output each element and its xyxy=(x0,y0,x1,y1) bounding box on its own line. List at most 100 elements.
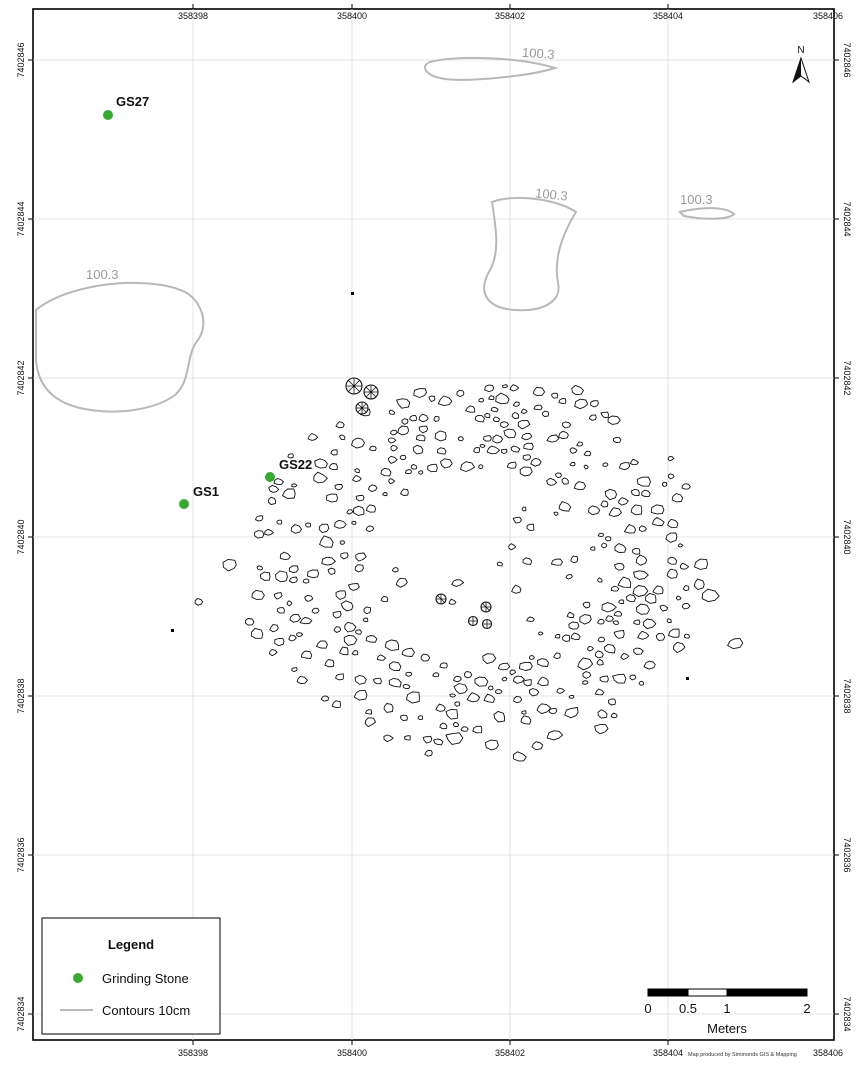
y-tick-label: 7402846 xyxy=(842,42,852,77)
stone-outline xyxy=(406,672,412,676)
legend-title: Legend xyxy=(108,937,154,952)
stone-outline xyxy=(450,694,456,697)
grinding-stone-label: GS22 xyxy=(279,457,312,472)
x-tick-label: 358400 xyxy=(337,11,367,21)
stone-outline xyxy=(383,493,387,496)
scale-bar-unit: Meters xyxy=(707,1021,747,1036)
y-tick-label: 7402844 xyxy=(16,201,26,236)
stone-outline xyxy=(405,470,411,474)
stone-outline xyxy=(292,668,297,672)
stone-outline xyxy=(457,390,464,396)
stone-outline xyxy=(485,740,498,750)
stone-outline xyxy=(663,482,667,486)
stone-outline xyxy=(657,633,665,640)
grinding-stone-gs22[interactable] xyxy=(265,472,275,482)
stone-outline xyxy=(475,415,484,422)
stone-outline xyxy=(613,621,619,625)
hatched-stone xyxy=(364,385,378,399)
stone-outline xyxy=(353,506,364,515)
stone-outline xyxy=(646,593,656,603)
stone-outline xyxy=(370,446,377,451)
stone-outline xyxy=(421,654,430,661)
stone-outline xyxy=(552,393,558,398)
grinding-stone-gs1[interactable] xyxy=(179,499,189,509)
x-tick-label: 358404 xyxy=(653,1048,683,1058)
stone-outline xyxy=(496,690,503,694)
stone-outline xyxy=(287,601,292,606)
stone-outline xyxy=(391,430,398,435)
stone-outline xyxy=(418,716,423,720)
stone-outline xyxy=(613,438,621,443)
stone-outline xyxy=(523,455,531,460)
hatched-stone xyxy=(356,402,368,414)
x-tick-label: 358402 xyxy=(495,11,525,21)
stone-outline xyxy=(366,526,374,532)
stone-outline xyxy=(637,477,650,486)
stone-outline xyxy=(682,484,690,489)
contour-label: 100.3 xyxy=(680,192,713,207)
grinding-stone-gs27[interactable] xyxy=(103,110,113,120)
stone-outline xyxy=(277,608,284,613)
stone-outline xyxy=(352,521,356,524)
stone-outline xyxy=(530,655,535,659)
y-tick-label: 7402838 xyxy=(16,678,26,713)
scale-bar-label: 0 xyxy=(644,1001,651,1016)
stone-outline xyxy=(455,702,460,707)
stone-outline xyxy=(327,494,338,502)
stone-outline xyxy=(589,415,596,420)
hatched-stone xyxy=(346,378,362,394)
stone-outline xyxy=(598,533,603,536)
stone-outline xyxy=(479,398,484,402)
contour-label: 100.3 xyxy=(86,267,119,282)
stone-outline xyxy=(519,662,532,670)
stone-outline xyxy=(562,478,568,484)
grinding-stone-label: GS1 xyxy=(193,484,219,499)
legend-item-label: Contours 10cm xyxy=(102,1003,190,1018)
stone-outline xyxy=(522,507,526,511)
stone-outline xyxy=(639,681,643,685)
hatched-stone xyxy=(436,594,446,604)
scale-bar-label: 1 xyxy=(723,1001,730,1016)
stone-outline xyxy=(413,445,423,454)
stone-outline xyxy=(321,696,329,701)
stone-outline xyxy=(434,416,439,421)
stone-outline xyxy=(563,635,570,641)
stone-outline xyxy=(458,437,463,441)
stone-outline xyxy=(340,541,345,545)
stone-outline xyxy=(569,622,579,629)
stone-outline xyxy=(440,663,447,668)
y-tick-label: 7402836 xyxy=(16,837,26,872)
y-tick-label: 7402840 xyxy=(16,519,26,554)
stone-outline xyxy=(402,419,408,425)
stone-outline xyxy=(257,566,263,570)
stone-outline xyxy=(598,637,605,642)
hatched-stone xyxy=(481,602,491,612)
stone-outline xyxy=(551,559,562,565)
stone-outline xyxy=(584,465,588,469)
stone-outline xyxy=(305,523,310,527)
stone-outline xyxy=(633,548,640,554)
y-tick-label: 7402840 xyxy=(842,519,852,554)
stone-outline xyxy=(438,448,447,454)
y-tick-label: 7402838 xyxy=(842,678,852,713)
stone-outline xyxy=(336,674,344,680)
stone-outline xyxy=(619,463,629,470)
stone-outline xyxy=(583,681,588,685)
stone-outline xyxy=(556,473,562,478)
stone-outline xyxy=(260,572,270,580)
stone-outline xyxy=(485,413,490,417)
survey-point xyxy=(686,677,689,680)
stone-outline xyxy=(384,704,393,713)
stone-outline xyxy=(480,445,485,448)
stone-outline xyxy=(684,634,689,638)
stone-outline xyxy=(489,686,494,690)
stone-outline xyxy=(355,565,363,572)
stone-outline xyxy=(405,736,411,740)
stone-outline xyxy=(524,443,534,449)
stone-outline xyxy=(356,630,362,634)
stone-outline xyxy=(428,464,438,472)
stone-outline xyxy=(303,579,309,583)
stone-outline xyxy=(400,455,406,460)
stone-outline xyxy=(514,696,522,702)
stone-outline xyxy=(255,531,264,539)
